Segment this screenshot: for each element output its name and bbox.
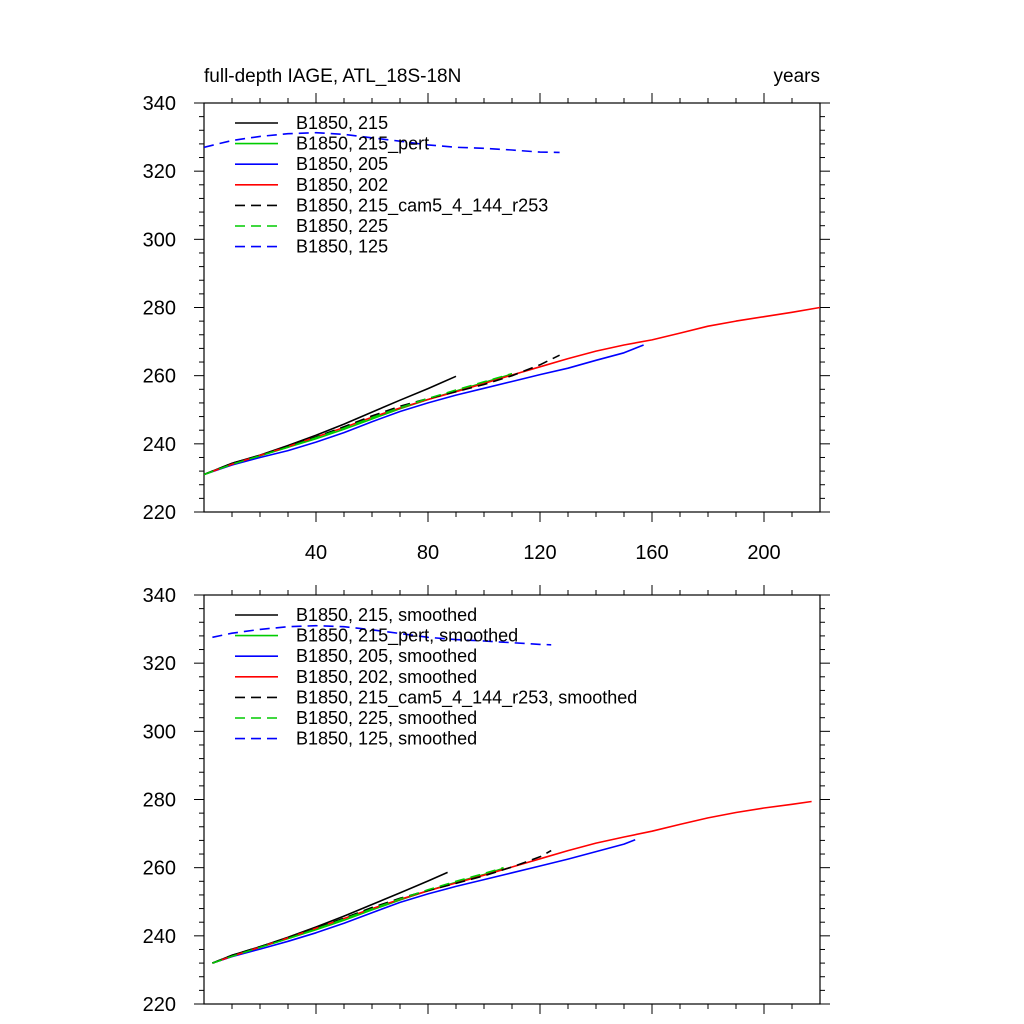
y-tick-label: 280 (143, 298, 176, 320)
legend-label: B1850, 202 (296, 175, 388, 195)
legend-label: B1850, 125 (296, 237, 388, 257)
legend-label: B1850, 215 (296, 113, 388, 133)
y-tick-label: 300 (143, 229, 176, 251)
series-line-2 (204, 344, 644, 476)
x-tick-label: 80 (417, 542, 439, 564)
y-tick-label: 260 (143, 858, 176, 880)
y-tick-label: 240 (143, 926, 176, 948)
series-line-6 (204, 131, 560, 154)
y-tick-label: 340 (143, 93, 176, 115)
legend-label: B1850, 205, smoothed (296, 646, 477, 666)
x-tick-label: 40 (305, 542, 327, 564)
legend-label: B1850, 215_cam5_4_144_r253 (296, 195, 548, 216)
x-tick-label: 200 (747, 542, 780, 564)
top-panel: full-depth IAGE, ATL_18S-18N years 220 24… (143, 66, 830, 564)
y-tick-label: 280 (143, 790, 176, 812)
legend-label: B1850, 205 (296, 154, 388, 174)
legend-label: B1850, 215, smoothed (296, 605, 477, 625)
series-line-6 (212, 624, 552, 646)
legend-label: B1850, 215_cam5_4_144_r253, smoothed (296, 687, 637, 708)
x-tick-label: 160 (635, 542, 668, 564)
series-line-3 (204, 306, 820, 476)
y-tick-label: 220 (143, 994, 176, 1016)
y-tick-label: 320 (143, 161, 176, 183)
units-label: years (774, 66, 820, 87)
x-tick-label: 120 (523, 542, 556, 564)
legend-label: B1850, 225 (296, 216, 388, 236)
series-line-3 (212, 800, 812, 964)
legend-label: B1850, 225, smoothed (296, 708, 477, 728)
series-line-5 (204, 372, 513, 476)
series-line-0 (212, 871, 448, 964)
y-tick-label: 240 (143, 434, 176, 456)
y-tick-label: 300 (143, 721, 176, 743)
legend-label: B1850, 202, smoothed (296, 667, 477, 687)
y-tick-label: 260 (143, 366, 176, 388)
legend-label: B1850, 215_pert, smoothed (296, 626, 518, 647)
bottom-panel: 220 240 260 280 300 320 340 B1850, 215, smoothe… (143, 585, 830, 1016)
legend-label: B1850, 125, smoothed (296, 729, 477, 749)
series-line-2 (212, 838, 636, 964)
series-group (204, 131, 820, 476)
series-group (212, 624, 812, 964)
y-tick-label: 220 (143, 502, 176, 524)
y-tick-label: 320 (143, 653, 176, 675)
legend-label: B1850, 215_pert (296, 134, 429, 155)
series-line-5 (212, 866, 504, 964)
chart-title: full-depth IAGE, ATL_18S-18N (204, 66, 461, 87)
y-tick-label: 340 (143, 585, 176, 607)
